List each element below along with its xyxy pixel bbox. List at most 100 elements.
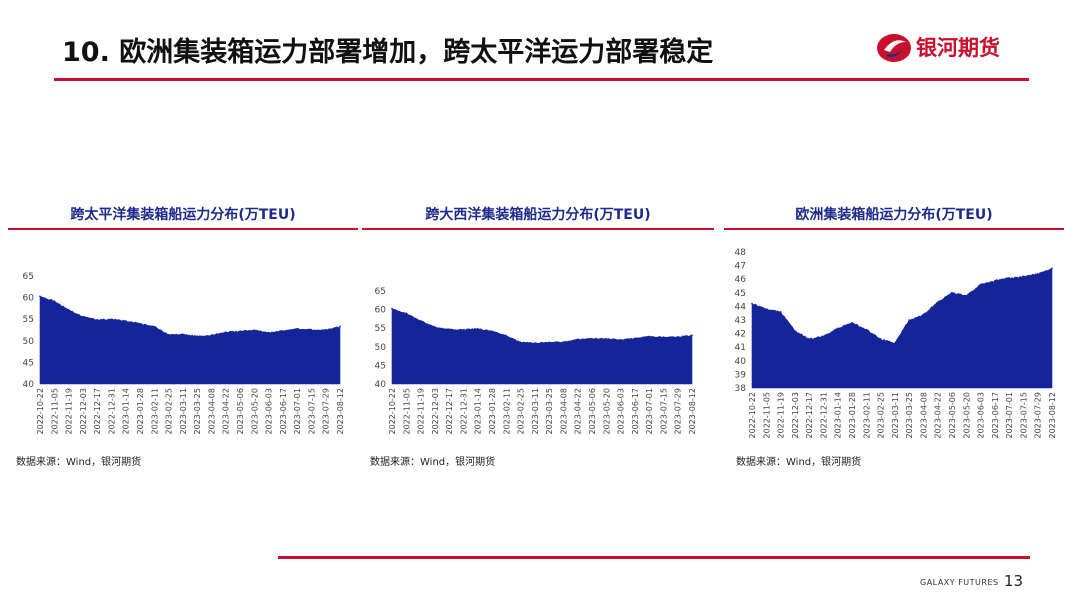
data-point [994,279,996,282]
data-point [182,333,184,336]
x-tick-label: 2022-11-05 [50,388,59,435]
chart-title-divider [362,228,714,230]
source-note: 数据来源：Wind，银河期货 [736,457,862,468]
x-tick-label: 2023-01-28 [848,392,857,439]
data-point [196,335,198,337]
x-tick-label: 2023-07-29 [1034,392,1043,439]
data-point [296,327,298,330]
data-point [591,337,593,340]
data-point [491,330,493,332]
data-point [448,328,450,331]
logo-text: 银河期货 [916,36,1000,60]
y-tick-label: 41 [735,343,746,353]
y-tick-label: 60 [23,294,35,304]
x-tick-label: 2023-07-15 [659,388,668,435]
x-tick-label: 2023-05-06 [236,388,245,435]
chart-europe: 38 39 40 41 42 43 44 45 46 47 48 2022-10-22 2022-11-… [735,248,1057,439]
data-point [562,341,565,343]
x-tick-label: 2022-12-17 [445,388,454,435]
data-point [239,330,241,333]
data-point [779,311,782,313]
data-point [505,334,508,337]
data-point [951,292,953,294]
y-tick-label: 43 [735,316,746,326]
data-point [267,331,270,334]
x-tick-label: 2023-01-14 [834,392,843,439]
x-tick-label: 2023-07-01 [645,388,654,435]
x-tick-label: 2023-07-01 [1005,392,1014,439]
y-tick-label: 65 [23,272,34,282]
data-point [936,301,939,304]
x-tick-label: 2023-03-11 [891,392,900,439]
data-point [1036,272,1039,275]
x-tick-label: 2023-06-03 [265,388,274,435]
data-point [53,300,56,302]
data-point [167,333,170,336]
data-point [576,338,579,341]
data-point [691,334,693,337]
data-point [822,335,825,338]
data-point [224,331,227,333]
x-tick-label: 2022-11-19 [65,388,74,435]
data-point [419,319,422,322]
x-tick-label: 2023-04-22 [222,388,231,435]
x-tick-label: 2022-12-03 [791,392,800,439]
page-title: 10. 欧洲集装箱运力部署增加，跨太平洋运力部署稳定 [62,37,714,68]
data-point [765,308,768,310]
y-tick-label: 45 [23,358,34,368]
x-tick-label: 2023-05-20 [250,388,259,435]
data-point [282,330,284,332]
data-point [210,334,213,336]
y-tick-label: 55 [23,315,34,325]
y-tick-label: 60 [375,306,387,316]
data-point [339,325,341,328]
data-point [324,329,327,331]
x-tick-label: 2023-02-11 [862,392,871,439]
data-point [676,335,679,338]
data-point [879,338,882,340]
x-tick-label: 2022-10-22 [748,392,757,439]
x-tick-label: 2023-02-11 [502,388,511,435]
data-point [405,312,408,315]
data-point [662,336,665,338]
x-tick-label: 2022-12-31 [819,392,828,439]
x-tick-label: 2023-05-20 [962,392,971,439]
data-point [391,308,393,310]
x-tick-label: 2023-06-03 [977,392,986,439]
data-point [979,283,982,286]
y-tick-label: 38 [735,384,747,394]
area-series [39,295,341,385]
x-tick-label: 2023-06-17 [279,388,288,435]
y-tick-label: 65 [375,287,386,297]
x-tick-label: 2022-11-19 [777,392,786,439]
x-tick-label: 2023-03-11 [531,388,540,435]
data-point [153,325,156,328]
chart-transpacific: 40 45 50 55 60 65 2022-10-22 2022-11-05 2022-11-… [23,272,345,435]
chart-transatlantic: 40 45 50 55 60 65 2022-10-22 2022-11-05 2022-11-… [375,287,697,435]
x-tick-label: 2023-03-25 [193,388,202,435]
data-point [67,308,70,311]
x-tick-label: 2022-11-19 [417,388,426,435]
chart-title: 跨太平洋集装箱船运力分布(万TEU) [70,207,296,223]
x-tick-label: 2023-08-12 [336,388,345,435]
x-tick-label: 2023-01-14 [122,388,131,435]
x-tick-label: 2023-01-14 [474,388,483,435]
data-point [908,319,910,321]
x-tick-label: 2023-07-15 [307,388,316,435]
x-tick-label: 2023-07-15 [1019,392,1028,439]
x-tick-label: 2023-02-11 [150,388,159,435]
x-tick-label: 2023-01-28 [488,388,497,435]
y-tick-label: 47 [735,262,746,272]
x-tick-label: 2022-12-03 [79,388,88,435]
y-tick-label: 42 [735,330,746,340]
chart-title: 欧洲集装箱船运力分布(万TEU) [795,207,993,223]
data-point [836,327,839,329]
chart-panel-transpacific: 跨太平洋集装箱船运力分布(万TEU) 40 45 50 55 60 65 2022-10-2… [8,204,358,444]
data-point [794,330,796,332]
y-tick-label: 45 [735,289,746,299]
data-point [96,318,98,321]
x-tick-label: 2023-04-22 [934,392,943,439]
data-point [1008,277,1010,279]
chart-panel-transatlantic: 跨大西洋集装箱船运力分布(万TEU) 40 45 50 55 60 65 2022-10-2… [362,204,714,444]
data-point [851,321,853,324]
